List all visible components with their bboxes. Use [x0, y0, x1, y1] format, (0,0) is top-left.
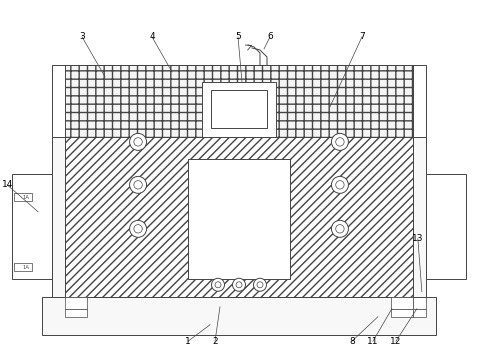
Bar: [14, 193, 32, 201]
Text: 11: 11: [367, 337, 379, 346]
Text: 1: 1: [185, 337, 191, 346]
Circle shape: [212, 278, 225, 291]
Circle shape: [130, 176, 147, 193]
Text: 2: 2: [212, 337, 218, 346]
Text: 12: 12: [390, 337, 402, 346]
Bar: [52, 65, 426, 137]
Bar: [65, 309, 87, 317]
Circle shape: [130, 220, 147, 237]
Bar: [12, 174, 52, 279]
Text: 4: 4: [149, 33, 155, 42]
Bar: [65, 65, 413, 137]
Circle shape: [130, 133, 147, 150]
Text: 14: 14: [1, 180, 13, 189]
Bar: [65, 137, 413, 297]
Text: 3: 3: [79, 33, 85, 42]
Bar: [42, 297, 436, 335]
Bar: [52, 137, 426, 297]
Bar: [188, 159, 290, 279]
Text: 8: 8: [349, 337, 355, 346]
Bar: [413, 297, 426, 309]
Bar: [211, 90, 267, 128]
Text: 6: 6: [267, 33, 273, 42]
Bar: [426, 174, 466, 279]
Circle shape: [232, 278, 246, 291]
Text: 1A: 1A: [22, 264, 29, 270]
Bar: [391, 297, 413, 309]
Bar: [52, 137, 65, 297]
Bar: [413, 309, 426, 317]
Text: 7: 7: [359, 33, 365, 42]
Circle shape: [253, 278, 266, 291]
Circle shape: [331, 220, 348, 237]
Circle shape: [331, 176, 348, 193]
Bar: [413, 137, 426, 297]
Bar: [14, 263, 32, 271]
Bar: [65, 297, 87, 309]
Bar: [202, 82, 276, 137]
Bar: [391, 309, 413, 317]
Text: 1A: 1A: [22, 195, 29, 200]
Text: 5: 5: [235, 33, 241, 42]
Circle shape: [331, 133, 348, 150]
Text: 13: 13: [412, 234, 424, 243]
